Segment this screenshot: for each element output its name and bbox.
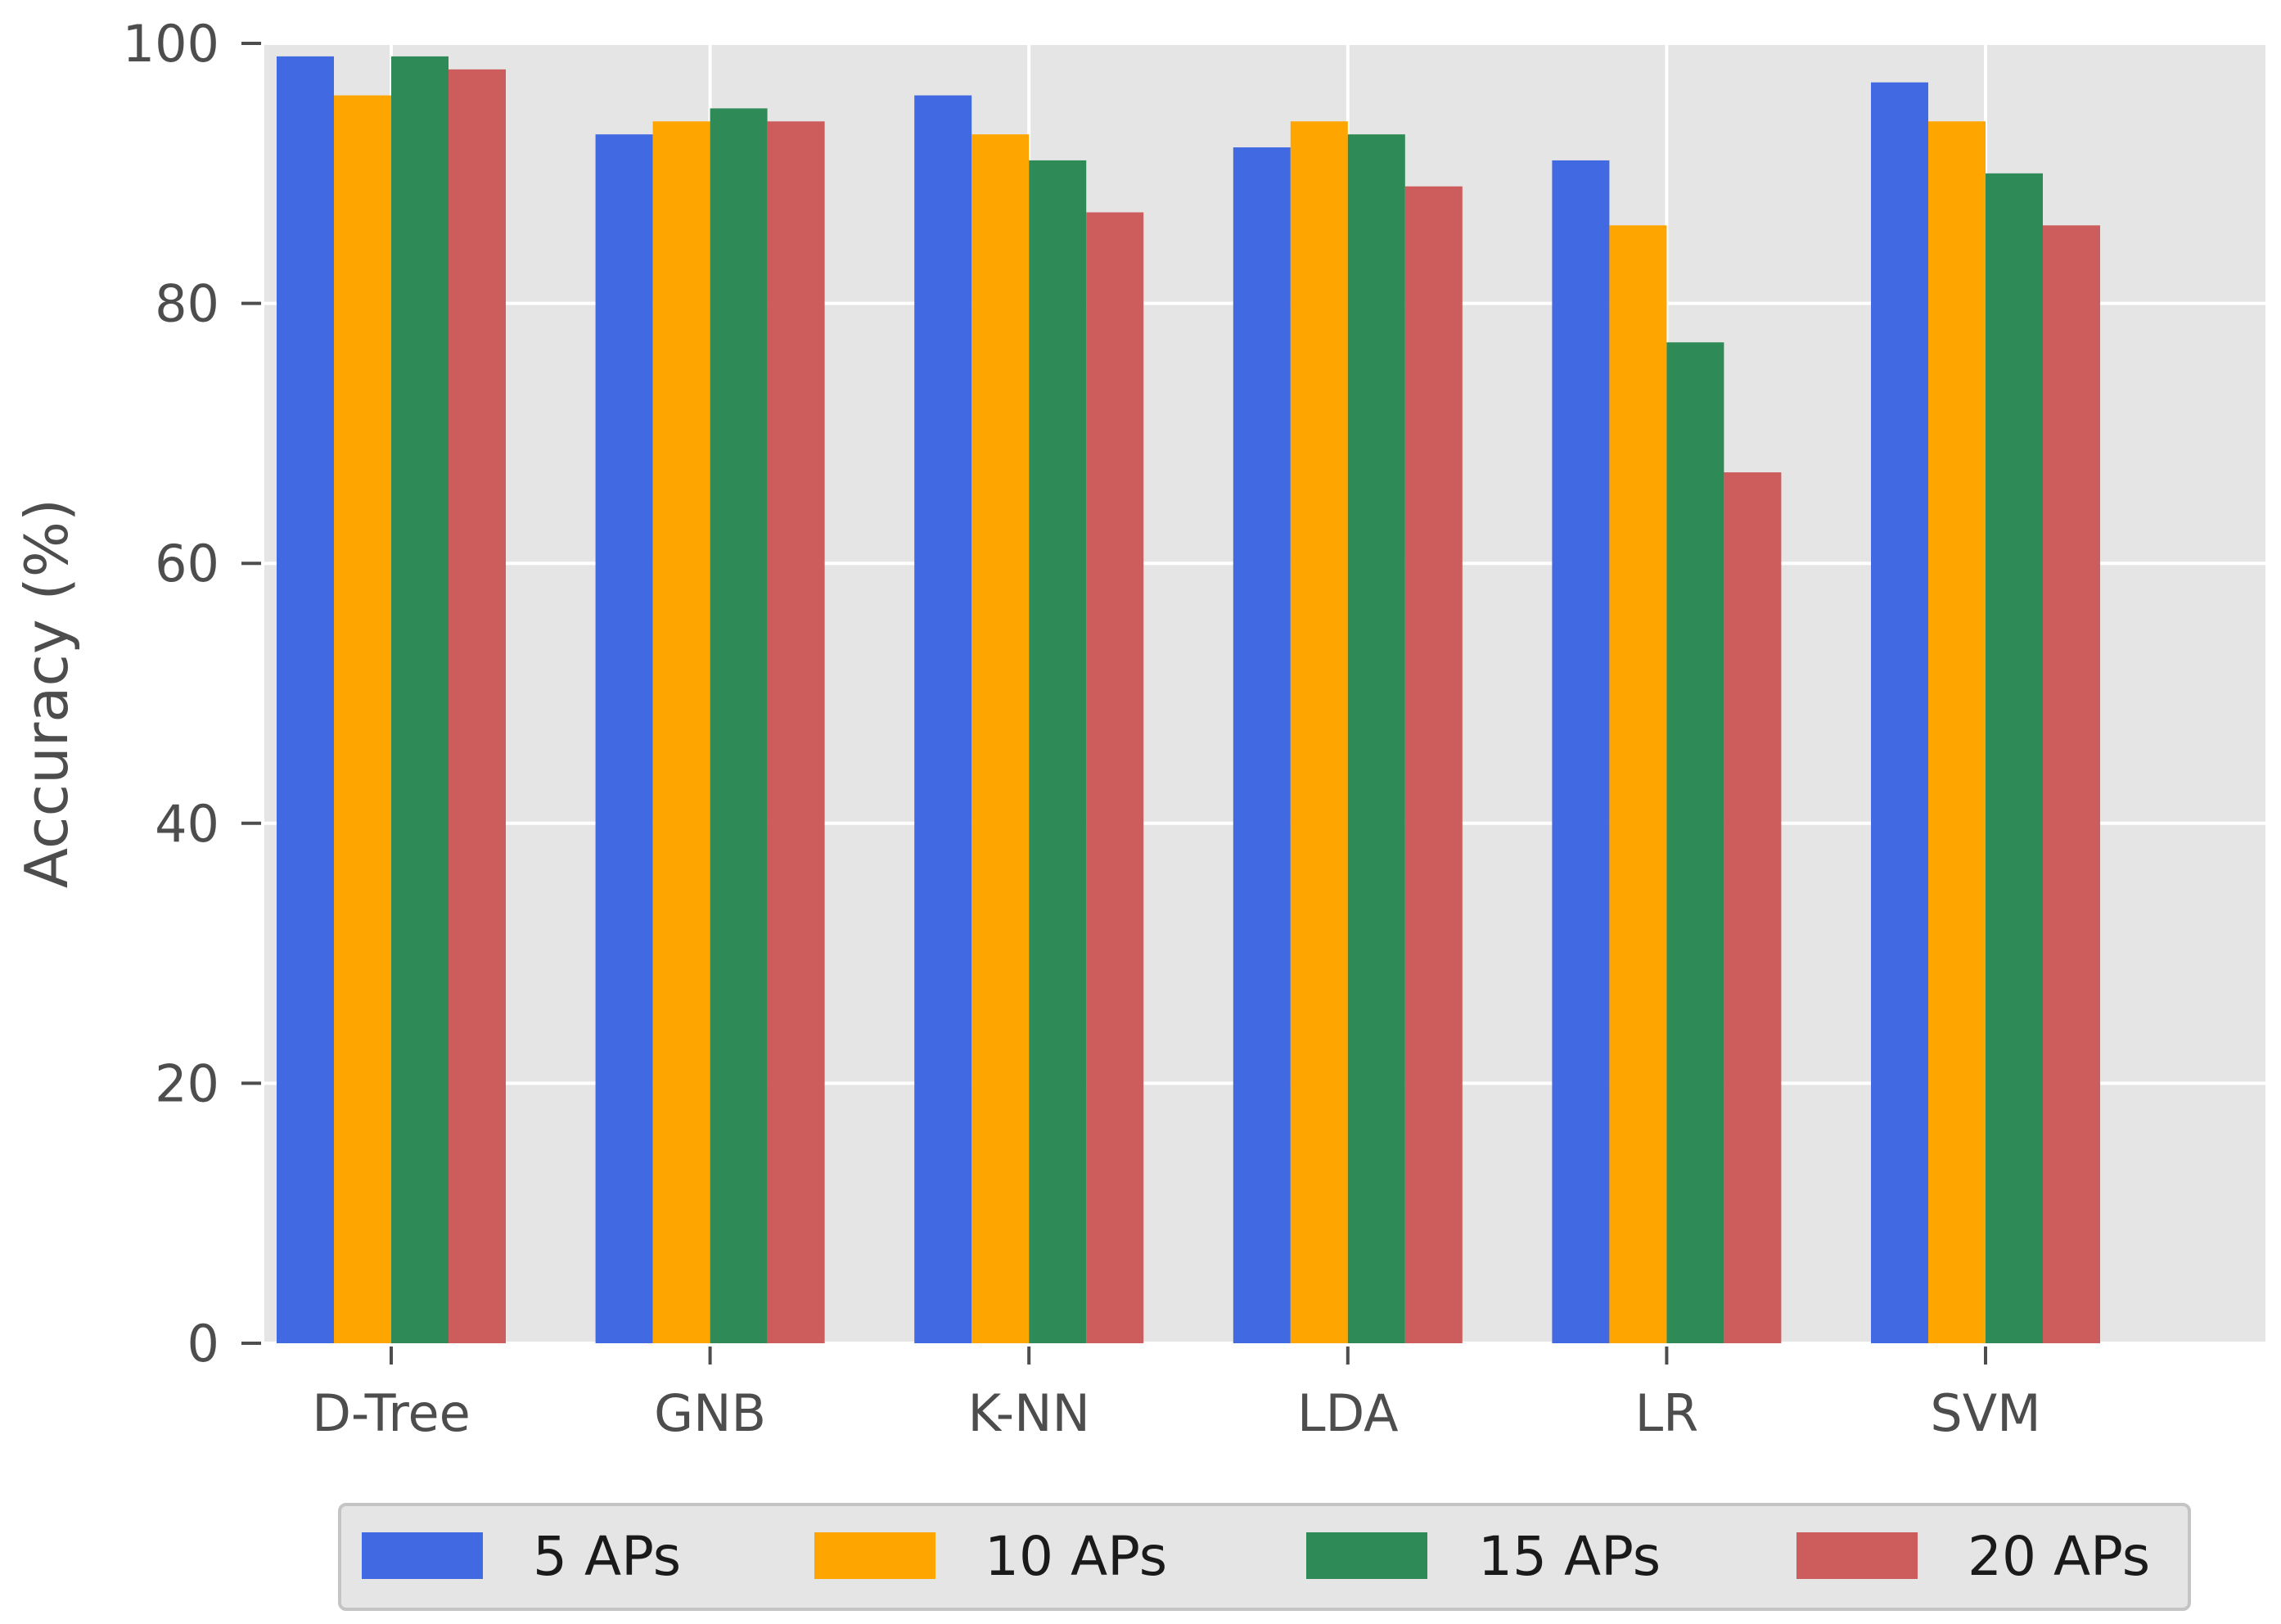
bar: [1290, 121, 1348, 1343]
bar: [1404, 186, 1463, 1344]
bar: [595, 134, 653, 1343]
bar: [1347, 134, 1405, 1343]
legend-label: 10 APs: [985, 1525, 1167, 1588]
x-tick-label: GNB: [654, 1383, 766, 1443]
x-tick-label: LDA: [1297, 1383, 1399, 1443]
bar: [1666, 342, 1724, 1343]
bar: [449, 69, 506, 1343]
legend-label: 20 APs: [1968, 1525, 2150, 1588]
bar: [1871, 82, 1928, 1343]
legend-swatch: [814, 1532, 935, 1579]
legend-swatch: [1796, 1532, 1918, 1579]
bar: [1029, 160, 1087, 1343]
y-tick-label: 20: [155, 1053, 219, 1113]
y-tick-label: 100: [123, 14, 219, 74]
y-tick-label: 0: [187, 1314, 219, 1374]
bar: [710, 108, 768, 1343]
bar: [2043, 225, 2100, 1343]
bar: [914, 95, 972, 1343]
legend: 5 APs 10 APs 15 APs 20 APs: [338, 1503, 2191, 1611]
bar: [971, 134, 1030, 1343]
bar: [1552, 160, 1610, 1343]
legend-swatch: [362, 1532, 483, 1579]
legend-label: 15 APs: [1478, 1525, 1661, 1588]
bar: [1086, 212, 1144, 1344]
y-axis: 0 20 40 60 80 100: [123, 14, 261, 1374]
bar: [334, 95, 391, 1343]
x-tick-label: D-Tree: [312, 1383, 471, 1443]
y-tick-label: 80: [155, 274, 219, 334]
bar: [1233, 147, 1291, 1343]
y-tick-label: 40: [155, 794, 219, 854]
x-tick-label: LR: [1635, 1383, 1699, 1443]
legend-swatch: [1306, 1532, 1427, 1579]
bar: [1724, 472, 1782, 1343]
bars: [277, 56, 2100, 1344]
x-tick-label: SVM: [1930, 1383, 2040, 1443]
legend-label: 5 APs: [533, 1525, 681, 1588]
bar: [1609, 225, 1667, 1343]
y-axis-title: Accuracy (%): [12, 498, 81, 888]
bar: [767, 121, 825, 1343]
x-axis: D-Tree GNB K-NN LDA LR SVM: [312, 1347, 2041, 1443]
bar: [277, 56, 334, 1343]
bar: [1986, 173, 2043, 1343]
x-tick-label: K-NN: [968, 1383, 1090, 1443]
bar: [1928, 121, 1986, 1343]
legend-box: [338, 1503, 2191, 1611]
bar: [391, 56, 449, 1343]
bar: [652, 121, 710, 1343]
y-tick-label: 60: [155, 534, 219, 593]
